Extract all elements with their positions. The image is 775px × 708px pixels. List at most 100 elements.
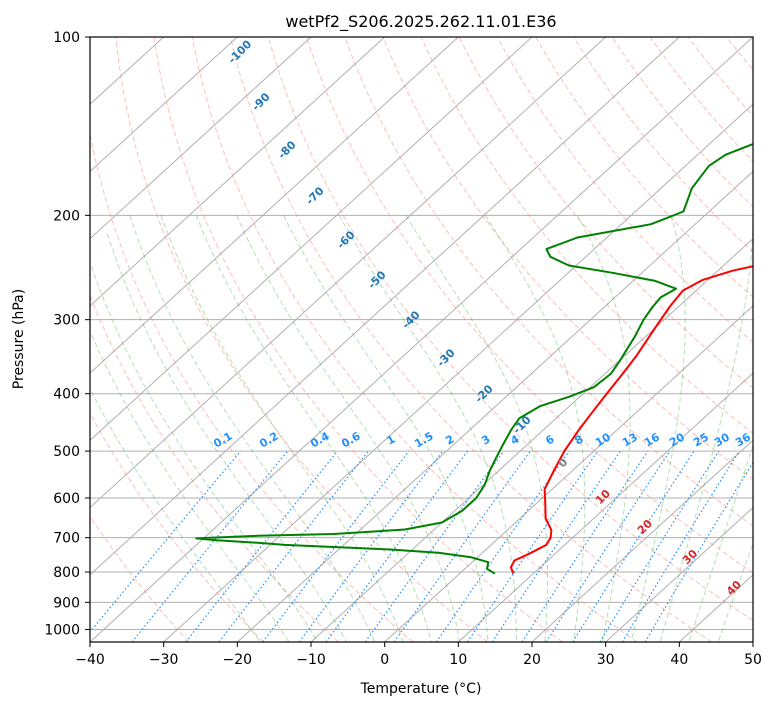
moist-adiabat xyxy=(338,215,517,642)
isotherm-line xyxy=(90,37,238,173)
plot-frame xyxy=(89,36,754,643)
dry-adiabat xyxy=(344,37,753,527)
dry-adiabat xyxy=(268,37,753,622)
x-tick-label: 0 xyxy=(380,652,389,668)
isotherm-line xyxy=(384,305,753,642)
isotherm-label: -70 xyxy=(303,184,326,207)
y-tick-label: 300 xyxy=(53,313,80,329)
y-tick-label: 600 xyxy=(53,491,80,507)
isotherm-line xyxy=(236,170,753,642)
dry-adiabat xyxy=(90,515,190,642)
isotherm-label: -80 xyxy=(275,138,298,161)
mixing-ratio-line xyxy=(599,450,720,642)
moist-adiabat xyxy=(630,215,686,642)
dry-adiabat xyxy=(687,37,753,117)
mixing-ratio-line xyxy=(262,450,410,642)
mixing-ratio-label: 0.2 xyxy=(257,429,280,450)
isotherm-label: -20 xyxy=(472,382,495,405)
isotherm-line xyxy=(90,37,386,307)
dry-adiabat xyxy=(649,37,753,163)
dry-adiabat xyxy=(496,37,753,344)
dry-adiabat xyxy=(726,37,753,71)
dry-adiabat xyxy=(191,37,638,642)
dry-adiabat xyxy=(535,37,753,298)
mixing-ratio-label: 6 xyxy=(543,432,556,447)
mixing-ratio-line xyxy=(298,450,444,642)
y-tick-label: 900 xyxy=(53,595,80,611)
x-tick-label: 10 xyxy=(449,652,467,668)
moist-adiabat xyxy=(129,215,376,642)
dry-adiabat xyxy=(153,37,563,642)
mixing-ratio-label: 3 xyxy=(479,432,492,447)
mixing-ratio-line xyxy=(218,450,369,642)
dry-adiabat xyxy=(765,37,775,642)
mixing-ratio-label: 0.4 xyxy=(308,429,332,450)
mixing-ratio-label: 16 xyxy=(642,430,662,449)
y-tick-label: 100 xyxy=(53,30,80,46)
mixing-ratio-label: 0.6 xyxy=(339,429,363,450)
moist-adiabat xyxy=(717,542,753,642)
isotherm-line xyxy=(90,37,533,442)
mixing-ratio-label: 13 xyxy=(620,431,640,450)
y-tick-label: 500 xyxy=(53,444,80,460)
isotherm-label: -60 xyxy=(334,228,357,251)
isotherm-line xyxy=(752,641,753,642)
dry-adiabat xyxy=(90,412,264,642)
mixing-ratio-label: 1.5 xyxy=(412,429,435,450)
x-axis: −40 −30 −20 −10 0 10 20 30 40 50 xyxy=(75,642,762,668)
mixing-ratio-line xyxy=(545,450,671,642)
moist-adiabat xyxy=(90,260,319,642)
mixing-ratio-label: 8 xyxy=(572,432,585,447)
dry-adiabat-label: 40 xyxy=(724,578,744,598)
mixing-ratio-line xyxy=(325,450,468,642)
x-tick-label: −40 xyxy=(75,652,105,668)
y-tick-label: 200 xyxy=(53,208,80,224)
isotherm-label: -100 xyxy=(226,37,255,66)
isotherm-label: -50 xyxy=(365,268,388,291)
moist-adiabat xyxy=(195,215,432,642)
chart-title: wetPf2_S206.2025.262.11.01.E36 xyxy=(285,12,556,32)
x-tick-label: 50 xyxy=(744,652,762,668)
x-tick-label: 30 xyxy=(597,652,615,668)
isotherm-line xyxy=(90,37,753,642)
x-axis-label: Temperature (°C) xyxy=(360,681,482,697)
isotherm-line xyxy=(457,372,753,642)
dry-adiabat xyxy=(306,37,753,574)
moist-adiabat-label: 0 xyxy=(556,455,571,470)
mixing-ratio-line xyxy=(131,450,289,642)
mixing-ratio-line xyxy=(393,450,531,642)
isotherm-label: -90 xyxy=(249,90,272,113)
dry-adiabat-label: 20 xyxy=(635,517,655,537)
mixing-ratio-line xyxy=(185,450,339,642)
mixing-ratio-line xyxy=(435,450,570,642)
isotherm-line xyxy=(605,506,753,642)
dewpoint-profile xyxy=(195,143,753,575)
y-axis: 100 200 300 400 500 600 700 800 900 1000 xyxy=(44,30,90,638)
mixing-ratio-line xyxy=(521,450,649,642)
mixing-ratio-label: 20 xyxy=(667,430,687,449)
dry-adiabat-label: 30 xyxy=(680,547,700,567)
temperature-profile xyxy=(509,265,753,574)
moist-adiabat xyxy=(485,215,586,642)
mixing-ratio-line xyxy=(466,450,599,642)
background-grid xyxy=(90,37,775,642)
isotherm-line xyxy=(90,37,312,240)
moist-adiabat xyxy=(160,215,404,642)
dry-adiabat xyxy=(115,37,488,642)
moist-adiabat xyxy=(659,215,753,642)
moist-adiabat xyxy=(236,215,461,642)
mixing-ratio-label: 1 xyxy=(384,432,397,447)
moist-adiabat xyxy=(405,215,548,642)
mixing-ratio-line xyxy=(364,450,505,642)
dry-adiabat xyxy=(573,37,753,253)
mixing-ratio-label: 0.1 xyxy=(211,429,234,450)
dry-adiabat xyxy=(229,37,712,642)
mixing-ratio-label: 2 xyxy=(443,432,456,447)
y-axis-label: Pressure (hPa) xyxy=(11,289,27,389)
x-tick-label: −30 xyxy=(149,652,179,668)
dry-adiabat xyxy=(420,37,753,435)
y-tick-label: 800 xyxy=(53,565,80,581)
isotherm-line xyxy=(90,37,607,509)
y-tick-label: 400 xyxy=(53,387,80,403)
